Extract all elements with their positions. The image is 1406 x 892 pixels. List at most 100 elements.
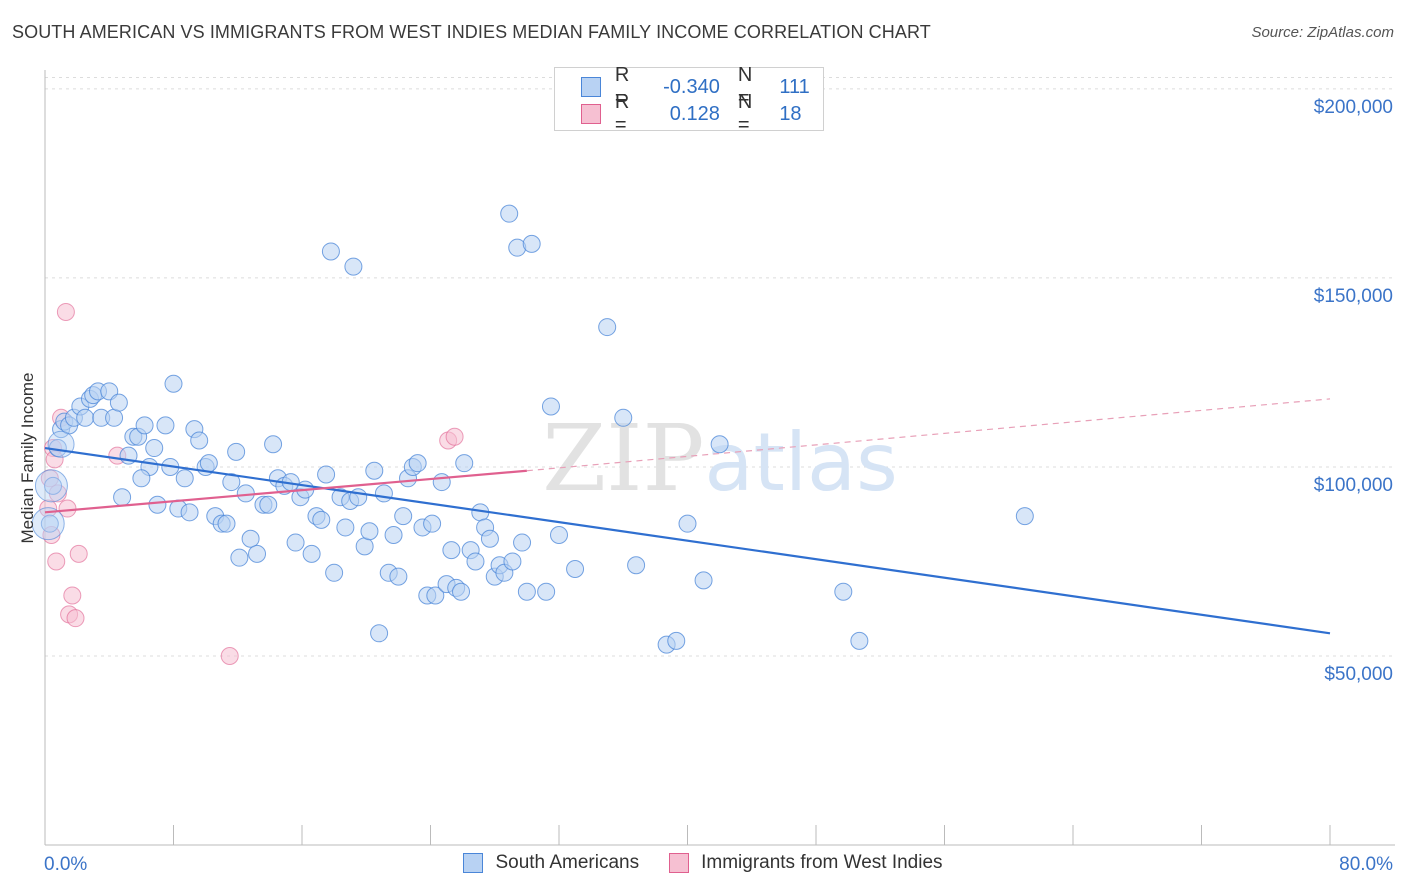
data-point-south-americans	[217, 514, 236, 533]
data-point-west-indies	[56, 302, 75, 321]
data-point-cluster	[47, 430, 75, 458]
data-point-south-americans	[227, 442, 246, 461]
data-point-south-americans	[325, 563, 344, 582]
data-point-south-americans	[156, 416, 175, 435]
data-point-south-americans	[365, 461, 384, 480]
source-label: Source: ZipAtlas.com	[1251, 24, 1394, 41]
data-point-south-americans	[455, 454, 474, 473]
data-point-south-americans	[517, 582, 536, 601]
chart-title: SOUTH AMERICAN VS IMMIGRANTS FROM WEST I…	[12, 22, 931, 42]
data-point-south-americans	[614, 408, 633, 427]
legend-swatch-blue	[581, 77, 601, 97]
data-point-south-americans	[286, 533, 305, 552]
watermark: ZIPatlas	[542, 405, 898, 512]
data-point-south-americans	[145, 439, 164, 458]
axes	[44, 70, 1395, 846]
data-point-south-americans	[44, 476, 63, 495]
data-point-south-americans	[302, 544, 321, 563]
data-point-south-americans	[336, 518, 355, 537]
legend-label-south-americans: South Americans	[495, 852, 640, 873]
stats-legend: R = -0.340 N = 111 R = 0.128 N = 18	[554, 64, 824, 136]
data-point-south-americans	[710, 435, 729, 454]
legend-r-value: 0.128	[669, 102, 720, 125]
legend-label-west-indies: Immigrants from West Indies	[701, 852, 943, 873]
data-point-south-americans	[522, 234, 541, 253]
data-point-south-americans	[105, 408, 124, 427]
legend-row-south-americans: R = -0.340 N = 111	[581, 64, 823, 109]
data-point-south-americans	[135, 416, 154, 435]
data-point-west-indies	[66, 609, 85, 628]
legend-item-south-americans[interactable]: South Americans	[463, 852, 639, 874]
legend-swatch-blue	[463, 853, 484, 873]
data-point-south-americans	[360, 522, 379, 541]
data-point-south-americans	[148, 495, 167, 514]
series-legend: South Americans Immigrants from West Ind…	[0, 852, 1406, 874]
data-point-south-americans	[598, 318, 617, 337]
data-point-south-americans	[109, 393, 128, 412]
x-tick-label-min: 0.0%	[44, 854, 87, 875]
data-point-south-americans	[394, 507, 413, 526]
data-point-south-americans	[480, 529, 499, 548]
data-point-west-indies	[69, 544, 88, 563]
trend-line-west-indies	[44, 469, 527, 514]
data-point-west-indies	[445, 427, 464, 446]
data-point-south-americans	[40, 514, 59, 533]
data-point-south-americans	[384, 526, 403, 544]
legend-swatch-pink	[581, 104, 601, 124]
data-point-south-americans	[566, 560, 585, 579]
data-point-south-americans	[694, 571, 713, 590]
legend-n-label: N =	[737, 91, 753, 136]
data-point-south-americans	[408, 454, 427, 473]
series-south-americans-points	[31, 204, 1034, 654]
y-tick-label: $200,000	[1314, 97, 1393, 118]
y-tick-label: $50,000	[1324, 664, 1393, 685]
data-point-south-americans	[541, 397, 560, 416]
trend-lines	[44, 398, 1331, 635]
data-point-south-americans	[317, 465, 336, 484]
data-point-west-indies	[220, 646, 239, 665]
data-point-south-americans	[344, 257, 363, 276]
data-point-south-americans	[503, 552, 522, 571]
data-point-south-americans	[222, 473, 241, 492]
data-point-cluster	[34, 469, 68, 503]
y-axis-label: Median Family Income	[18, 372, 37, 543]
legend-item-west-indies[interactable]: Immigrants from West Indies	[669, 852, 943, 874]
legend-n-value: 18	[779, 102, 802, 125]
data-point-south-americans	[850, 631, 869, 650]
data-point-south-americans	[513, 533, 532, 552]
x-tick-label-max: 80.0%	[1339, 854, 1393, 875]
data-point-south-americans	[113, 488, 132, 507]
data-point-south-americans	[259, 495, 278, 514]
data-point-south-americans	[164, 374, 183, 393]
data-point-west-indies	[63, 586, 82, 605]
data-point-south-americans	[132, 469, 151, 488]
data-point-south-americans	[500, 204, 519, 223]
gridlines	[45, 77, 1395, 657]
data-point-south-americans	[432, 473, 451, 492]
data-point-south-americans	[190, 431, 209, 450]
data-point-south-americans	[230, 548, 249, 567]
trend-line-south-americans	[44, 446, 1331, 635]
trend-line-west-indies-extension	[526, 398, 1331, 472]
data-point-south-americans	[678, 514, 697, 533]
tick-labels: $50,000 $100,000 $150,000 $200,000 0.0% 80.0%	[44, 97, 1393, 875]
data-point-south-americans	[355, 537, 374, 556]
data-point-south-americans	[537, 582, 556, 601]
data-point-south-americans	[241, 529, 260, 548]
y-tick-label: $150,000	[1314, 286, 1393, 307]
data-point-south-americans	[312, 510, 331, 529]
data-point-cluster	[31, 507, 65, 541]
data-point-south-americans	[426, 586, 445, 605]
legend-r-value: -0.340	[663, 75, 720, 98]
data-point-south-americans	[442, 541, 461, 560]
data-point-south-americans	[423, 514, 442, 533]
data-point-south-americans	[175, 469, 194, 488]
y-tick-label: $100,000	[1314, 475, 1393, 496]
data-point-south-americans	[370, 624, 389, 643]
legend-r-label: R =	[614, 64, 630, 109]
data-point-south-americans	[466, 552, 485, 571]
data-point-south-americans	[248, 544, 267, 563]
legend-r-label: R =	[614, 91, 630, 136]
legend-swatch-pink	[669, 853, 690, 873]
